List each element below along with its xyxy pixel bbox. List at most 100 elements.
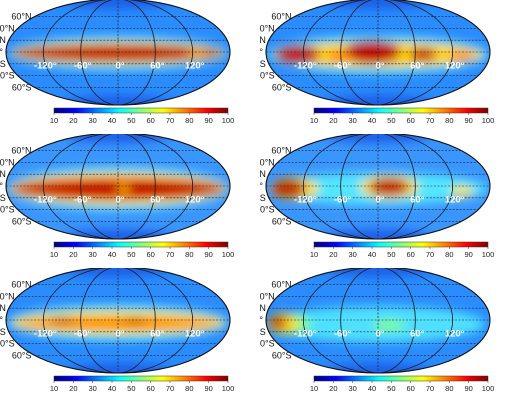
colorbar-tick-label: 80 [445, 250, 453, 259]
latitude-label: 40°S [0, 205, 15, 215]
colorbar-tick-label: 100 [222, 250, 235, 259]
colorbar-tick-label: 60 [146, 116, 154, 125]
map-panel-middle-right: 60°N40°N 20°N 0° 20°S 40°S60°S -120° -60° 0° 60°… [260, 134, 520, 268]
colorbar: 10 20 30 40 50 60 70 80 90 100 [310, 107, 495, 125]
colorbar-tick-label: 40 [368, 116, 376, 125]
colorbar-tick-label: 50 [127, 250, 135, 259]
latitude-label: 0° [0, 47, 3, 57]
latitude-label: 40°S [260, 339, 275, 349]
colorbar-tick-label: 40 [368, 384, 376, 393]
longitude-label: 120° [445, 194, 465, 205]
colorbar-tick-label: 50 [387, 116, 395, 125]
latitude-label: 20°N [260, 35, 266, 45]
colorbar-tick-label: 80 [185, 116, 193, 125]
latitude-label: 20°S [0, 327, 6, 337]
longitude-label: -60° [334, 194, 352, 205]
latitude-label: 40°N [0, 291, 15, 301]
map-outline [5, 268, 231, 374]
latitude-label: 40°N [0, 157, 15, 167]
colorbar: 10 20 30 40 50 60 70 80 90 100 [50, 241, 235, 259]
colorbar: 10 20 30 40 50 60 70 80 90 100 [310, 241, 495, 259]
longitude-label: 0° [375, 328, 384, 339]
longitude-label: 60° [150, 194, 165, 205]
latitude-label: 60°N [11, 12, 31, 22]
latitude-label: 20°N [260, 303, 266, 313]
latitude-label: 60°N [271, 146, 291, 156]
colorbar: 10 20 30 40 50 60 70 80 90 100 [50, 107, 235, 125]
colorbar-tick-label: 30 [88, 250, 96, 259]
colorbar-tick-label: 30 [348, 384, 356, 393]
map-panel-middle-left: 60°N40°N 20°N 0° 20°S 40°S60°S -120° -60° 0° 60°… [0, 134, 260, 268]
colorbar-tick-label: 80 [185, 384, 193, 393]
latitude-label: 40°N [260, 23, 275, 33]
colorbar-tick-label: 60 [406, 250, 414, 259]
colorbar-tick-label: 70 [166, 250, 174, 259]
colorbar-tick-label: 100 [222, 116, 235, 125]
latitude-label: 20°S [0, 193, 6, 203]
longitude-label: 0° [375, 194, 384, 205]
latitude-label: 60°S [272, 350, 292, 360]
colorbar-tick-label: 20 [329, 250, 337, 259]
colorbar-tick-label: 90 [204, 116, 212, 125]
colorbar-tick-label: 70 [426, 250, 434, 259]
latitude-label: 20°N [0, 35, 6, 45]
colorbar-tick-label: 20 [69, 250, 77, 259]
colorbar-tick-label: 50 [127, 116, 135, 125]
longitude-label: -60° [74, 60, 92, 71]
latitude-label: 60°N [11, 280, 31, 290]
longitude-label: -60° [334, 60, 352, 71]
map-panel-top-right: 60°N40°N 20°N 0° 20°S 40°S60°S -120° -60° 0° 60°… [260, 0, 520, 134]
colorbar-tick-label: 100 [482, 384, 495, 393]
longitude-label: -120° [34, 328, 57, 339]
colorbar-tick-label: 50 [127, 384, 135, 393]
longitude-label: 60° [410, 60, 425, 71]
longitude-label: 120° [185, 328, 205, 339]
latitude-label: 20°N [260, 169, 266, 179]
map-outline [265, 134, 491, 240]
latitude-label: 20°N [0, 303, 6, 313]
longitude-label: 0° [115, 194, 124, 205]
longitude-label: 0° [115, 328, 124, 339]
latitude-label: 60°N [11, 146, 31, 156]
map-outline [265, 0, 491, 106]
colorbar-tick-label: 30 [348, 250, 356, 259]
latitude-label: 20°S [260, 59, 266, 69]
latitude-label: 40°S [260, 205, 275, 215]
colorbar-tick-label: 10 [50, 384, 58, 393]
latitude-label: 0° [0, 181, 3, 191]
colorbar-tick-label: 100 [482, 250, 495, 259]
longitude-label: 60° [410, 328, 425, 339]
longitude-label: -60° [74, 194, 92, 205]
colorbar-tick-label: 90 [204, 384, 212, 393]
colorbar-tick-label: 60 [406, 384, 414, 393]
latitude-label: 60°S [12, 216, 32, 226]
map-panel-svg: 60°N40°N 20°N 0° 20°S 40°S60°S -120° -60° 0° 60°… [0, 268, 234, 393]
colorbar-tick-label: 50 [387, 250, 395, 259]
colorbar-tick-label: 30 [88, 384, 96, 393]
latitude-label: 20°S [260, 193, 266, 203]
latitude-label: 0° [260, 315, 263, 325]
latitude-label: 20°S [260, 327, 266, 337]
longitude-label: -60° [74, 328, 92, 339]
latitude-label: 40°S [0, 71, 15, 81]
longitude-label: 120° [445, 60, 465, 71]
colorbar-tick-label: 80 [185, 250, 193, 259]
colorbar-tick-label: 40 [108, 250, 116, 259]
colorbar-tick-label: 10 [310, 384, 318, 393]
latitude-label: 20°S [0, 59, 6, 69]
colorbar-tick-label: 60 [146, 250, 154, 259]
colorbar-tick-label: 10 [310, 116, 318, 125]
colorbar-tick-label: 20 [69, 116, 77, 125]
longitude-label: 60° [150, 60, 165, 71]
colorbar-tick-label: 100 [482, 116, 495, 125]
latitude-label: 60°N [271, 12, 291, 22]
colorbar-tick-label: 40 [368, 250, 376, 259]
latitude-label: 40°N [260, 291, 275, 301]
map-panel-svg: 60°N40°N 20°N 0° 20°S 40°S60°S -120° -60° 0° 60°… [260, 0, 495, 125]
longitude-label: 120° [445, 328, 465, 339]
longitude-label: 60° [150, 328, 165, 339]
latitude-label: 40°N [260, 157, 275, 167]
map-panel-svg: 60°N40°N 20°N 0° 20°S 40°S60°S -120° -60° 0° 60°… [260, 134, 495, 259]
longitude-label: 0° [115, 60, 124, 71]
colorbar-tick-label: 20 [329, 384, 337, 393]
